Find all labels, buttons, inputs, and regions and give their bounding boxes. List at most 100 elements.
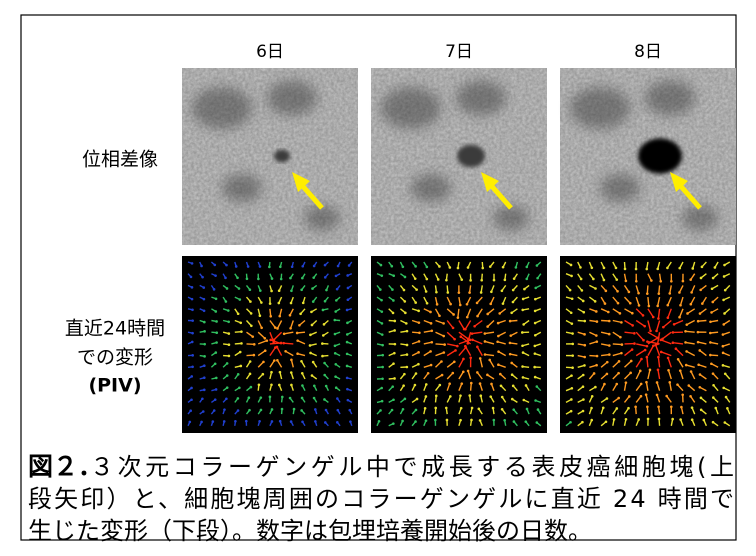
flow-vector-head: [414, 420, 417, 423]
flow-vector-head: [336, 288, 339, 291]
flow-vector-head: [497, 350, 500, 353]
flow-vector-head: [582, 398, 585, 401]
flow-vector-head: [404, 276, 407, 279]
flow-vector-head: [490, 383, 493, 386]
flow-vector-head: [646, 356, 649, 359]
flow-vector-head: [699, 373, 702, 376]
flow-vector-head: [417, 310, 420, 313]
flow-vector-head: [633, 342, 636, 345]
flow-vector-head: [712, 277, 715, 280]
flow-vector-head: [501, 289, 504, 292]
flow-vector-head: [290, 359, 293, 362]
flow-vector-head: [406, 353, 409, 356]
flow-vector-head: [648, 305, 651, 308]
flow-vector-head: [203, 321, 206, 324]
flow-vector-head: [202, 286, 205, 289]
flow-vector-head: [425, 419, 428, 422]
cell-cluster: [638, 138, 682, 173]
flow-vector-head: [271, 277, 274, 280]
flow-vector-head: [662, 326, 665, 329]
flow-vector-head: [313, 265, 316, 268]
flow-vector-head: [457, 267, 460, 270]
flow-vector-head: [237, 312, 240, 315]
flow-vector-head: [658, 292, 661, 295]
cell-cluster: [274, 150, 290, 163]
flow-vector-head: [334, 333, 337, 336]
flow-vector-head: [709, 354, 712, 357]
flow-vector-head: [722, 333, 725, 336]
flow-vector-head: [522, 298, 525, 301]
flow-vector-head: [203, 330, 206, 333]
flow-vector-head: [346, 333, 349, 336]
flow-vector-head: [277, 302, 280, 305]
flow-vector-head: [314, 408, 317, 411]
flow-vector-head: [631, 312, 634, 315]
column-label: 7日: [445, 42, 473, 62]
flow-vector-head: [652, 316, 655, 319]
flow-vector-head: [270, 383, 273, 386]
flow-vector-head: [621, 343, 624, 346]
flow-vector-head: [424, 407, 427, 410]
flow-vector-head: [325, 385, 328, 388]
flow-vector-head: [464, 345, 467, 348]
flow-vector-head: [380, 387, 383, 390]
flow-vector-head: [691, 267, 694, 270]
flow-vector-head: [608, 320, 611, 323]
flow-vector-head: [685, 323, 688, 326]
caption-line: 生じた変形（下段）。数字は包埋培養開始後の日数。: [28, 517, 592, 545]
flow-vector-head: [449, 266, 452, 269]
flow-vector-head: [429, 350, 432, 353]
flow-vector-head: [443, 343, 446, 346]
flow-vector-head: [426, 266, 429, 269]
flow-vector-head: [534, 287, 537, 290]
flow-vector-head: [247, 265, 250, 268]
flow-vector-head: [500, 384, 503, 387]
shade: [222, 174, 262, 202]
flow-vector-head: [406, 366, 409, 369]
flow-vector-head: [657, 317, 660, 320]
flow-vector-head: [191, 262, 194, 265]
flow-vector-head: [512, 301, 515, 304]
flow-vector-head: [250, 312, 253, 315]
flow-vector-head: [452, 327, 455, 330]
flow-vector-head: [509, 353, 512, 356]
flow-vector-head: [276, 327, 279, 330]
flow-vector-head: [617, 302, 620, 305]
flow-vector-head: [523, 288, 526, 291]
flow-vector-head: [522, 323, 525, 326]
flow-vector-head: [442, 322, 445, 325]
flow-vector-head: [346, 274, 349, 277]
flow-vector-head: [322, 309, 325, 312]
flow-vector-head: [459, 419, 462, 422]
flow-vector-head: [259, 314, 262, 317]
flow-vector-head: [726, 407, 729, 410]
flow-vector-head: [625, 418, 628, 421]
flow-vector-head: [649, 330, 652, 333]
flow-vector: [686, 331, 695, 332]
flow-vector-head: [203, 389, 206, 392]
flow-vector-head: [697, 363, 700, 366]
flow-vector-head: [513, 420, 516, 423]
flow-vector-head: [656, 268, 659, 271]
flow-vector-head: [680, 406, 683, 409]
flow-vector-head: [392, 299, 395, 302]
flow-vector-head: [311, 287, 314, 290]
flow-vector-head: [405, 322, 408, 325]
flow-vector-head: [190, 375, 193, 378]
flow-vector-head: [646, 340, 649, 343]
flow-vector-head: [323, 398, 326, 401]
flow-vector-head: [596, 320, 599, 323]
flow-vector-head: [691, 418, 694, 421]
flow-vector-head: [290, 420, 293, 423]
shade: [192, 87, 252, 129]
flow-vector-head: [634, 406, 637, 409]
flow-vector-head: [524, 420, 527, 423]
flow-vector-head: [512, 289, 515, 292]
flow-vector-head: [606, 361, 609, 364]
flow-vector-head: [525, 278, 528, 281]
row-label: 直近24時間: [65, 318, 165, 340]
flow-vector-head: [311, 374, 314, 377]
flow-vector-head: [346, 309, 349, 312]
flow-vector-head: [701, 266, 704, 269]
flow-vector-head: [380, 264, 383, 267]
